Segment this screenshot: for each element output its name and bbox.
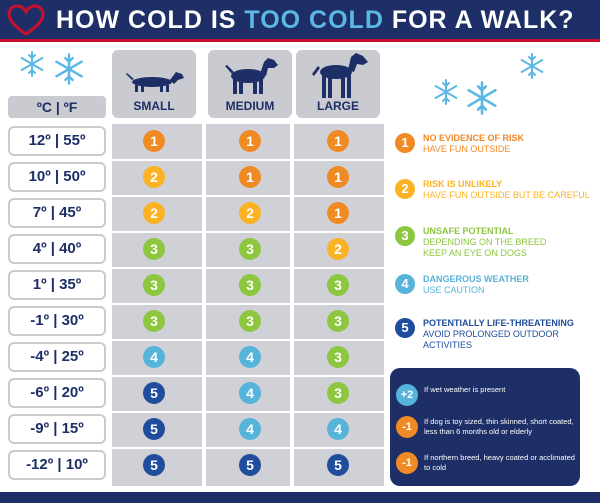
footer-bar: [0, 492, 600, 503]
grid-row-divider: [112, 303, 384, 305]
risk-level-cell: 3: [143, 310, 165, 332]
risk-level-cell: 2: [143, 166, 165, 188]
snowflake-icon: [520, 53, 544, 79]
legend-description-line: HAVE FUN OUTSIDE: [423, 144, 511, 154]
risk-level-cell: 3: [327, 346, 349, 368]
modifier-text: If wet weather is present: [424, 385, 506, 394]
risk-level-cell: 4: [239, 382, 261, 404]
dog-size-large: LARGE: [296, 50, 380, 118]
legend-description: HAVE FUN OUTSIDE BUT BE CAREFUL: [423, 190, 590, 201]
risk-level-cell: 3: [239, 274, 261, 296]
legend-description: AVOID PROLONGED OUTDOOR ACTIVITIES: [423, 329, 559, 351]
modifier-badge: -1: [396, 452, 418, 474]
legend-number-badge: 4: [395, 274, 415, 294]
grid-row-divider: [112, 231, 384, 233]
snowflake-icon: [434, 79, 458, 105]
snowflake-icon: [55, 53, 83, 85]
temperature-row: -1º | 30º: [8, 306, 106, 336]
legend-title: UNSAFE POTENTIAL: [423, 226, 514, 236]
modifiers-box: +2 If wet weather is present -1 If dog is t…: [390, 368, 580, 486]
legend-description-line: DEPENDING ON THE BREED: [423, 237, 547, 247]
legend-number-badge: 1: [395, 133, 415, 153]
risk-level-cell: 3: [239, 238, 261, 260]
snowflake-icon: [20, 51, 44, 77]
dog-size-medium: MEDIUM: [208, 50, 292, 118]
risk-level-cell: 1: [327, 202, 349, 224]
risk-level-cell: 5: [239, 454, 261, 476]
risk-level-cell: 2: [239, 202, 261, 224]
temperature-row: 10º | 50º: [8, 162, 106, 192]
risk-level-cell: 3: [327, 274, 349, 296]
legend-description: USE CAUTION: [423, 285, 485, 296]
risk-level-cell: 4: [327, 418, 349, 440]
modifier-text: If northern breed, heavy coated or accli…: [424, 453, 575, 472]
dog-size-small: SMALL: [112, 50, 196, 118]
risk-level-cell: 4: [239, 418, 261, 440]
risk-level-cell: 1: [327, 166, 349, 188]
temperature-row: 1º | 35º: [8, 270, 106, 300]
grid-row-divider: [112, 411, 384, 413]
grid-column-divider: [202, 124, 206, 486]
temperature-row: -9º | 15º: [8, 414, 106, 444]
snowflake-icon: [467, 81, 497, 115]
risk-level-cell: 1: [239, 130, 261, 152]
risk-level-cell: 4: [143, 346, 165, 368]
risk-level-cell: 2: [143, 202, 165, 224]
header-banner: HOW COLD IS TOO COLD FOR A WALK?: [0, 0, 600, 42]
legend-description: DEPENDING ON THE BREED KEEP AN EYE ON DOG…: [423, 237, 546, 259]
grid-row-divider: [112, 267, 384, 269]
dog-size-label: LARGE: [317, 99, 359, 113]
temperature-row: 4º | 40º: [8, 234, 106, 264]
legend-description-line: KEEP AN EYE ON DOGS: [423, 248, 527, 258]
risk-level-cell: 5: [143, 454, 165, 476]
modifier-badge: +2: [396, 384, 418, 406]
legend-number-badge: 5: [395, 318, 415, 338]
page-title: HOW COLD IS TOO COLD FOR A WALK?: [56, 6, 575, 34]
risk-level-cell: 3: [143, 274, 165, 296]
legend-title: RISK IS UNLIKELY: [423, 179, 503, 189]
temperature-row: 7º | 45º: [8, 198, 106, 228]
risk-level-cell: 1: [327, 130, 349, 152]
risk-level-cell: 3: [239, 310, 261, 332]
grid-row-divider: [112, 339, 384, 341]
risk-level-cell: 5: [143, 418, 165, 440]
risk-level-cell: 5: [327, 454, 349, 476]
risk-level-cell: 3: [327, 310, 349, 332]
great-dane-icon: [312, 53, 368, 98]
grid-column-divider: [290, 124, 294, 486]
legend-number-badge: 3: [395, 226, 415, 246]
temperature-row: -12º | 10º: [8, 450, 106, 480]
risk-level-cell: 1: [143, 130, 165, 152]
temperature-row: -6º | 20º: [8, 378, 106, 408]
grid-row-divider: [112, 159, 384, 161]
grid-row-divider: [112, 375, 384, 377]
dog-size-label: SMALL: [133, 99, 175, 113]
legend-description-line: AVOID PROLONGED OUTDOOR: [423, 329, 559, 339]
risk-level-cell: 5: [143, 382, 165, 404]
legend-description-line: USE CAUTION: [423, 285, 485, 295]
legend-description-line: ACTIVITIES: [423, 340, 473, 350]
medium-dog-icon: [225, 58, 278, 94]
legend-title: NO EVIDENCE OF RISK: [423, 133, 525, 143]
grid-row-divider: [112, 195, 384, 197]
risk-level-cell: 3: [143, 238, 165, 260]
legend-title: DANGEROUS WEATHER: [423, 274, 529, 284]
risk-level-cell: 3: [327, 382, 349, 404]
dog-size-label: MEDIUM: [225, 99, 275, 113]
temperature-row: -4º | 25º: [8, 342, 106, 372]
legend-description: HAVE FUN OUTSIDE: [423, 144, 510, 155]
modifier-badge: -1: [396, 416, 418, 438]
legend-title: POTENTIALLY LIFE-THREATENING: [423, 318, 574, 328]
risk-level-cell: 4: [239, 346, 261, 368]
legend-number-badge: 2: [395, 179, 415, 199]
dachshund-icon: [126, 72, 184, 92]
risk-level-cell: 2: [327, 238, 349, 260]
temperature-header: ºC | ºF: [8, 96, 106, 118]
risk-level-cell: 1: [239, 166, 261, 188]
temperature-row: 12º | 55º: [8, 126, 106, 156]
modifier-text: If dog is toy sized, thin skinned, short…: [424, 417, 574, 436]
heart-logo-icon: [7, 4, 45, 36]
legend-description-line: HAVE FUN OUTSIDE BUT BE CAREFUL: [423, 190, 590, 200]
grid-row-divider: [112, 447, 384, 449]
